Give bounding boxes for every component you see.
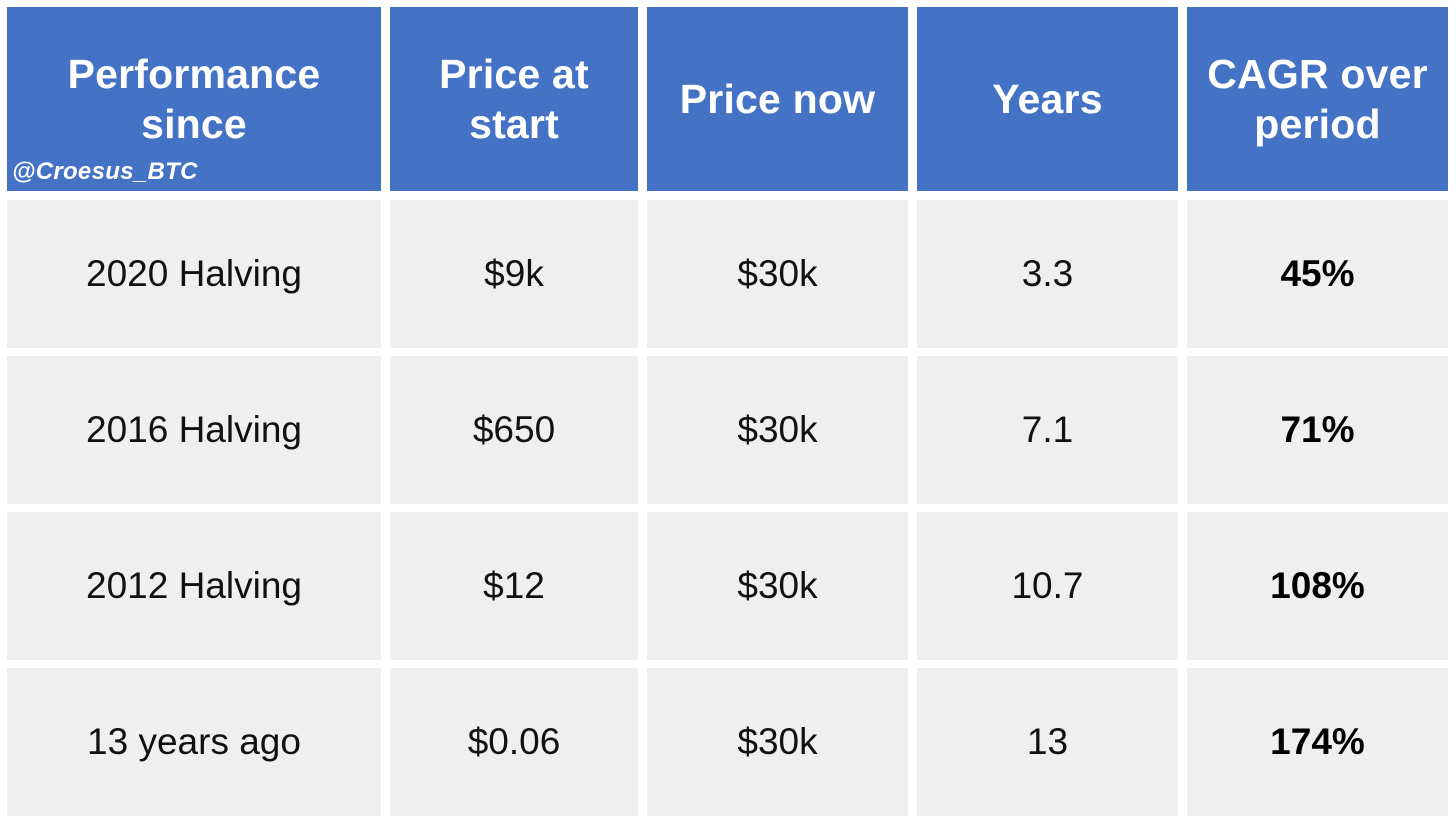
header-performance-since: Performance since bbox=[7, 7, 381, 191]
table-cell-price-now: $30k bbox=[647, 356, 908, 504]
table-cell-years: 13 bbox=[917, 668, 1178, 816]
table-cell-performance-since: 2020 Halving bbox=[7, 200, 381, 348]
table-cell-price-at-start: $9k bbox=[390, 200, 638, 348]
header-cagr: CAGR over period bbox=[1187, 7, 1448, 191]
table-cell-price-now: $30k bbox=[647, 512, 908, 660]
table-cell-performance-since: 2016 Halving bbox=[7, 356, 381, 504]
table-cell-price-at-start: $0.06 bbox=[390, 668, 638, 816]
table-cell-years: 10.7 bbox=[917, 512, 1178, 660]
table-cell-cagr: 45% bbox=[1187, 200, 1448, 348]
table-cell-years: 7.1 bbox=[917, 356, 1178, 504]
header-years: Years bbox=[917, 7, 1178, 191]
table-cell-performance-since: 2012 Halving bbox=[7, 512, 381, 660]
watermark-handle: @Croesus_BTC bbox=[12, 158, 198, 185]
table-cell-price-at-start: $12 bbox=[390, 512, 638, 660]
table-cell-cagr: 71% bbox=[1187, 356, 1448, 504]
table-cell-price-now: $30k bbox=[647, 200, 908, 348]
table-cell-cagr: 108% bbox=[1187, 512, 1448, 660]
table-cell-performance-since: 13 years ago bbox=[7, 668, 381, 816]
table-cell-price-now: $30k bbox=[647, 668, 908, 816]
table-cell-cagr: 174% bbox=[1187, 668, 1448, 816]
header-price-at-start: Price at start bbox=[390, 7, 638, 191]
header-price-now: Price now bbox=[647, 7, 908, 191]
table-cell-years: 3.3 bbox=[917, 200, 1178, 348]
table-cell-price-at-start: $650 bbox=[390, 356, 638, 504]
